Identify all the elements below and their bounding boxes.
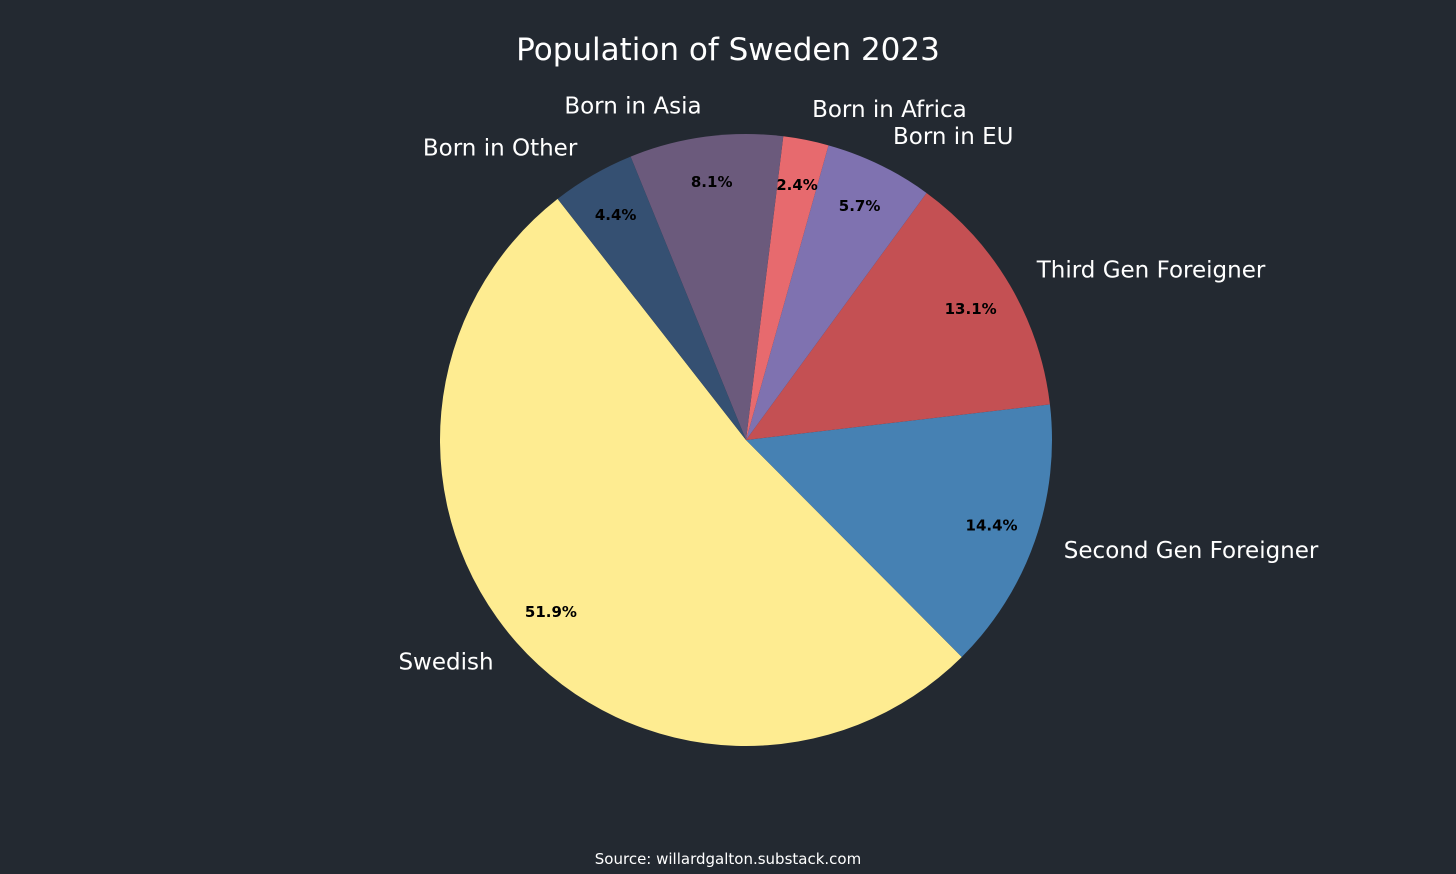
pct-label-second-gen-foreigner: 14.4%	[966, 517, 1018, 535]
pie-slice-born-in-asia	[630, 134, 784, 441]
slice-label-second-gen-foreigner: Second Gen Foreigner	[1064, 538, 1319, 564]
slice-label-third-gen-foreigner: Third Gen Foreigner	[1036, 257, 1266, 283]
pie-slice-born-in-africa	[746, 136, 829, 440]
pie-slice-third-gen-foreigner	[746, 192, 1050, 440]
chart-title: Population of Sweden 2023	[516, 32, 940, 68]
pct-label-born-in-eu: 5.7%	[839, 197, 881, 215]
pct-label-born-in-other: 4.4%	[595, 206, 637, 224]
pct-label-born-in-africa: 2.4%	[776, 176, 818, 194]
slice-label-born-in-other: Born in Other	[423, 136, 578, 162]
pct-label-third-gen-foreigner: 13.1%	[945, 300, 997, 318]
source-note: Source: willardgalton.substack.com	[594, 850, 862, 868]
pie-slice-born-in-eu	[746, 145, 927, 440]
slice-label-swedish: Swedish	[398, 650, 493, 676]
pie-slice-swedish	[440, 198, 962, 747]
slice-label-born-in-asia: Born in Asia	[564, 93, 701, 119]
slice-label-born-in-eu: Born in EU	[893, 124, 1013, 150]
pct-label-born-in-asia: 8.1%	[691, 173, 733, 191]
slice-label-born-in-africa: Born in Africa	[812, 97, 967, 123]
pie-slice-second-gen-foreigner	[746, 404, 1052, 657]
pie-slice-born-in-other	[557, 156, 746, 440]
pct-label-swedish: 51.9%	[525, 603, 577, 621]
